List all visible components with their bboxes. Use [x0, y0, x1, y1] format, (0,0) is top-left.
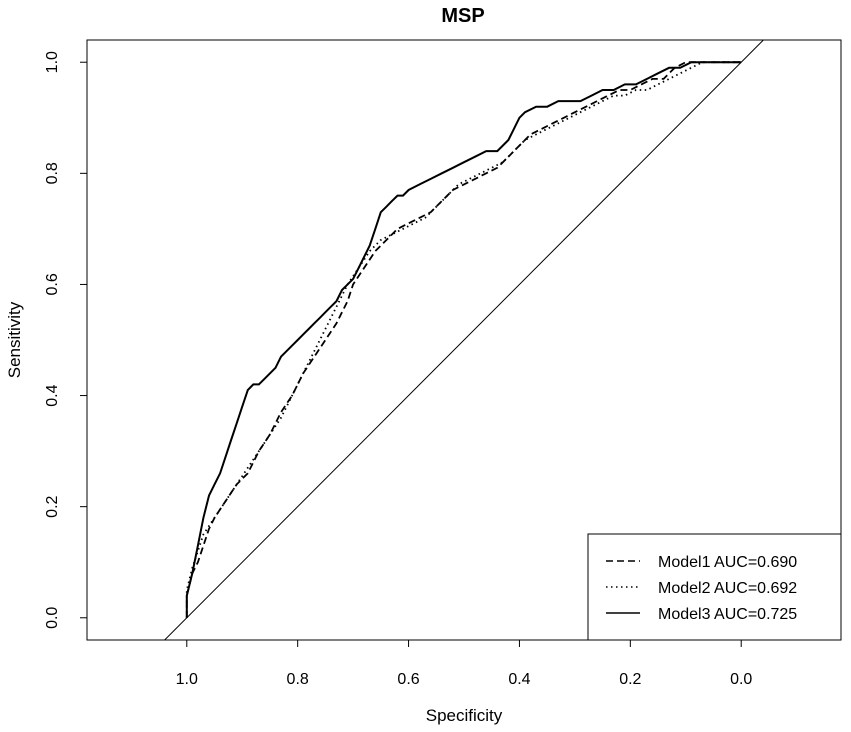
y-axis-label: Sensitivity	[5, 301, 24, 378]
y-axis: 0.0 0.2 0.4 0.6 0.8 1.0	[44, 51, 88, 629]
y-tick-label: 0.2	[44, 495, 61, 517]
x-tick-label: 1.0	[176, 671, 198, 688]
x-tick-label: 0.4	[508, 671, 530, 688]
series-line-model3	[185, 61, 742, 618]
y-tick-label: 1.0	[44, 51, 61, 73]
y-tick-label: 0.4	[44, 384, 61, 406]
x-tick-label: 0.2	[619, 671, 641, 688]
x-axis: 1.0 0.8 0.6 0.4 0.2 0.0	[176, 639, 752, 688]
reference-layer	[163, 40, 765, 640]
legend-label-model3: Model3 AUC=0.725	[658, 606, 797, 623]
legend: Model1 AUC=0.690 Model2 AUC=0.692 Model3 A…	[587, 533, 842, 641]
x-axis-label: Specificity	[426, 706, 503, 725]
y-tick-label: 0.8	[44, 162, 61, 184]
legend-box	[587, 533, 842, 641]
series-line-model1	[185, 61, 742, 618]
reference-diagonal-line	[163, 40, 765, 640]
chart-title: MSP	[441, 5, 484, 27]
x-tick-label: 0.8	[287, 671, 309, 688]
series-layer	[185, 61, 742, 618]
x-tick-label: 0.0	[730, 671, 752, 688]
y-tick-label: 0.6	[44, 273, 61, 295]
x-tick-label: 0.6	[397, 671, 419, 688]
y-tick-label: 0.0	[44, 607, 61, 629]
legend-label-model2: Model2 AUC=0.692	[658, 580, 797, 597]
legend-label-model1: Model1 AUC=0.690	[658, 554, 797, 571]
